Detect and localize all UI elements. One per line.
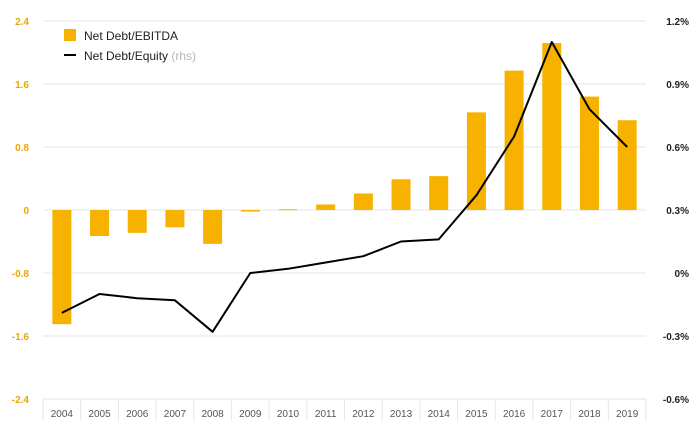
legend-label-net-debt-equity: Net Debt/Equity (rhs) [84, 49, 196, 63]
y-left-tick-label: 0.8 [15, 143, 29, 154]
series-line-net-debt-equity [61, 41, 628, 333]
legend-swatch-net-debt-ebitda [64, 29, 76, 41]
legend: Net Debt/EBITDA Net Debt/Equity (rhs) [64, 29, 196, 63]
bar [316, 204, 336, 210]
bar [504, 70, 524, 210]
x-tick-label: 2007 [164, 409, 187, 420]
bar [579, 96, 599, 210]
bar [542, 43, 562, 210]
y-left-tick-label: 1.6 [15, 80, 29, 91]
y-right-tick-label: 0.3% [666, 206, 689, 217]
legend-label-net-debt-ebitda: Net Debt/EBITDA [84, 29, 178, 43]
bar [165, 210, 185, 228]
x-tick-label: 2005 [88, 409, 111, 420]
bar [391, 179, 411, 210]
y-left-tick-label: 0 [23, 206, 29, 217]
bar [240, 210, 260, 212]
line-series [61, 41, 628, 333]
x-tick-label: 2012 [352, 409, 375, 420]
bar [90, 210, 110, 236]
x-tick-label: 2014 [428, 409, 451, 420]
bar [466, 112, 486, 210]
y-left-tick-label: -1.6 [12, 332, 30, 343]
x-tick-label: 2009 [239, 409, 262, 420]
bar [617, 120, 637, 210]
x-tick-label: 2008 [201, 409, 224, 420]
bar [278, 209, 298, 211]
y-right-tick-label: 0.6% [666, 143, 689, 154]
y-left-tick-label: -2.4 [12, 395, 30, 406]
x-tick-label: 2013 [390, 409, 413, 420]
bar [353, 193, 373, 210]
y-left-tick-label: 2.4 [15, 17, 29, 28]
bar [203, 210, 223, 244]
y-right-tick-label: 0.9% [666, 80, 689, 91]
axes: 2.4 1.6 0.8 0 -0.8 -1.6 -2.4 1.2% 0.9% 0.6% 0.3% 0%… [12, 17, 689, 421]
x-tick-label: 2016 [503, 409, 526, 420]
bars [52, 43, 637, 325]
y-right-tick-label: 0% [675, 269, 690, 280]
bar [52, 210, 72, 325]
bar [127, 210, 147, 233]
x-tick-label: 2006 [126, 409, 149, 420]
y-right-tick-label: -0.6% [663, 395, 689, 406]
legend-label-rhs-note: (rhs) [171, 49, 196, 63]
x-tick-label: 2018 [578, 409, 601, 420]
x-tick-label: 2019 [616, 409, 639, 420]
x-tick-label: 2017 [541, 409, 564, 420]
y-left-tick-label: -0.8 [12, 269, 30, 280]
bar [429, 176, 449, 210]
y-right-tick-label: 1.2% [666, 17, 689, 28]
x-tick-label: 2010 [277, 409, 300, 420]
x-tick-label: 2015 [465, 409, 488, 420]
y-right-tick-label: -0.3% [663, 332, 689, 343]
legend-label-net-debt-equity-name: Net Debt/Equity [84, 49, 168, 63]
x-tick-label: 2011 [315, 409, 337, 420]
x-tick-label: 2004 [51, 409, 74, 420]
